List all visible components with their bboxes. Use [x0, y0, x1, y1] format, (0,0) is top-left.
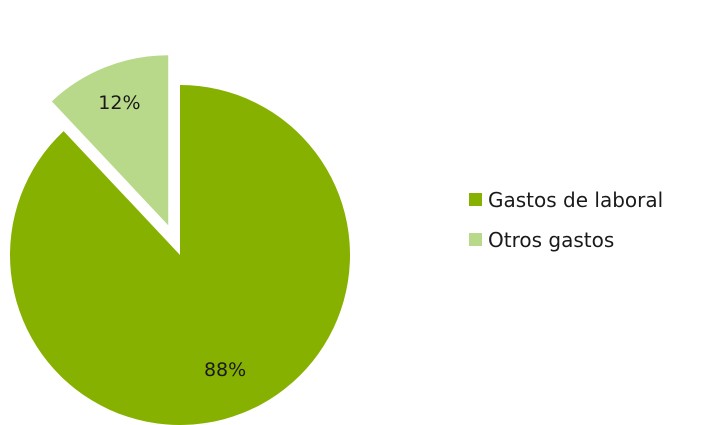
legend: Gastos de laboral Otros gastos: [469, 188, 663, 252]
legend-item-otros-gastos: Otros gastos: [469, 228, 614, 252]
pie-data-labels: 88% 12%: [98, 92, 246, 381]
pie-slice-gastos-de-laboral: [9, 85, 350, 425]
data-label-otros-gastos: 12%: [98, 92, 140, 114]
legend-label-gastos-de-laboral: Gastos de laboral: [488, 188, 663, 212]
legend-item-gastos-de-laboral: Gastos de laboral: [469, 188, 663, 212]
data-label-gastos-de-laboral: 88%: [204, 359, 246, 381]
legend-label-otros-gastos: Otros gastos: [488, 228, 614, 252]
pie-slice-otros-gastos: [51, 55, 169, 226]
legend-swatch-otros-gastos: [469, 233, 482, 246]
legend-swatch-gastos-de-laboral: [469, 193, 482, 206]
pie-slices: [9, 55, 350, 425]
